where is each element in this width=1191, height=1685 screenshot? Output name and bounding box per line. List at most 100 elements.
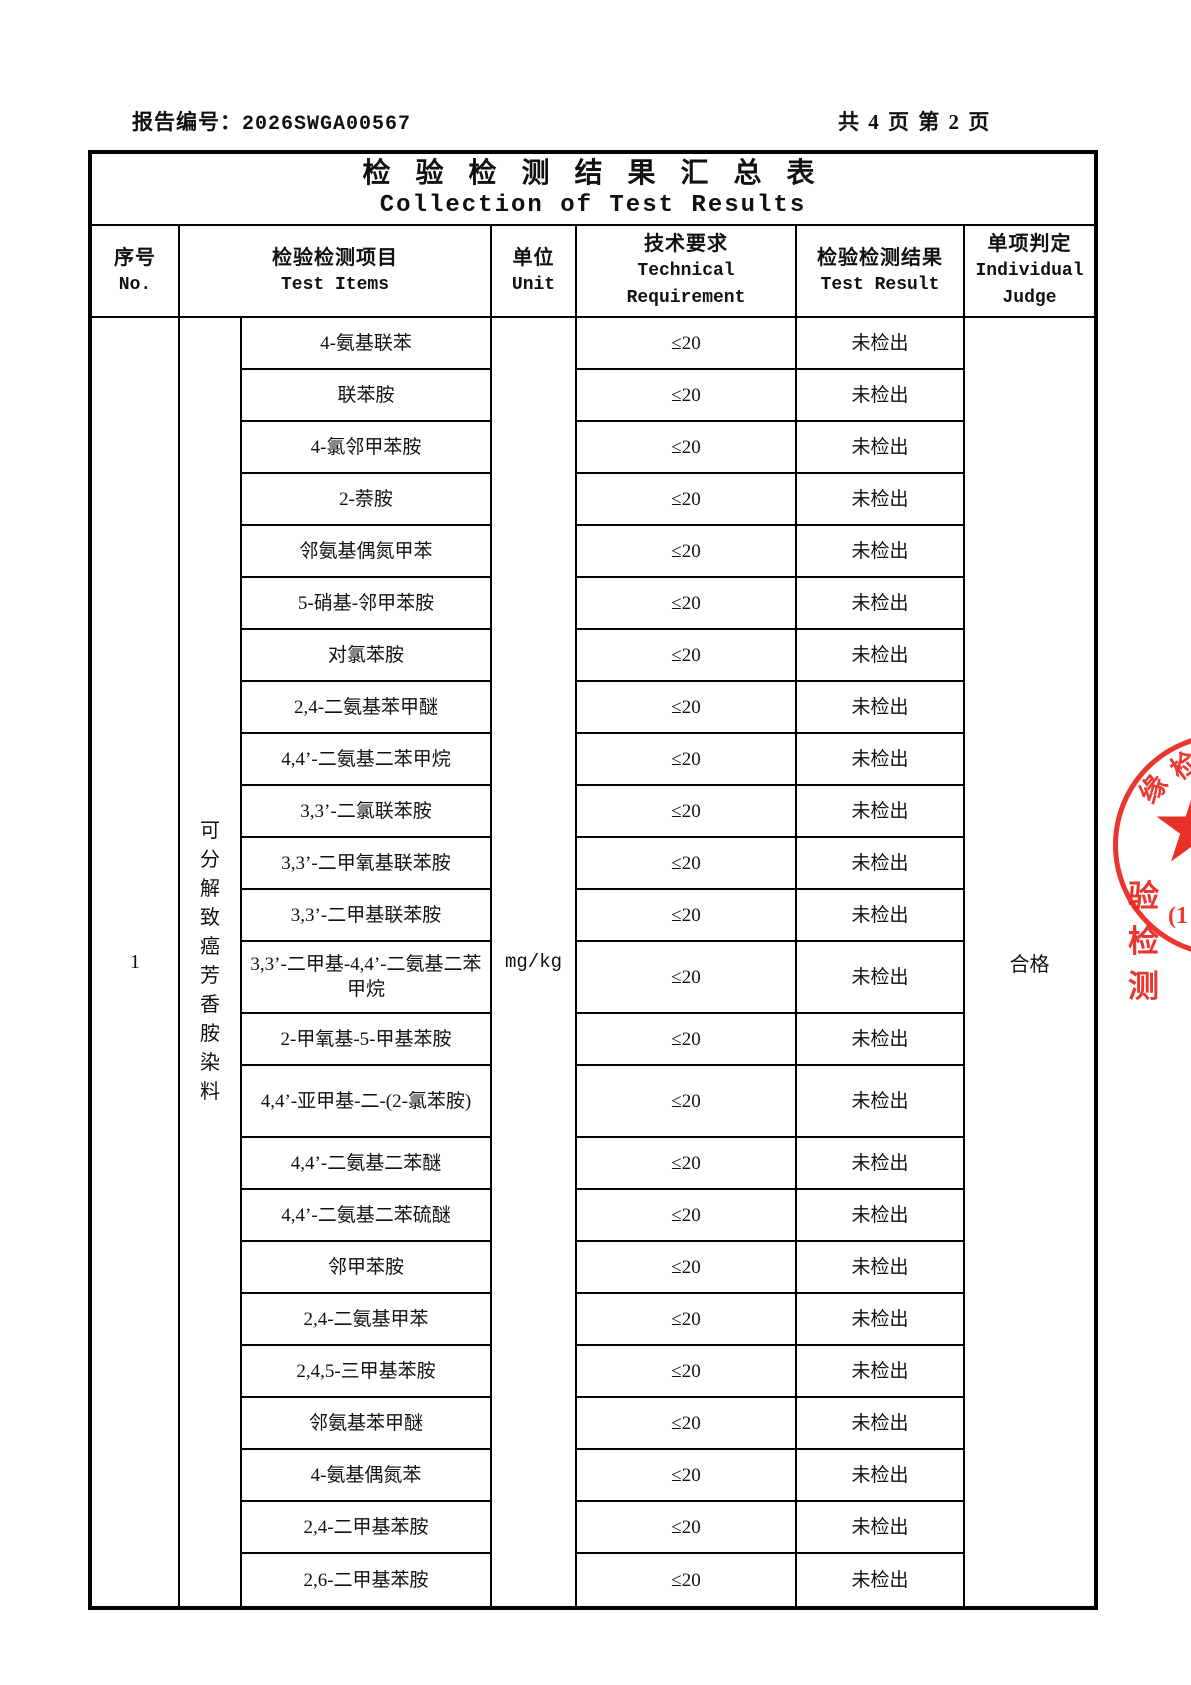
requirement-cell: ≤20 — [577, 1066, 795, 1138]
requirement-cell: ≤20 — [577, 1398, 795, 1450]
stamp-star-icon: ★ — [1150, 778, 1191, 878]
table-data-area: 1 可 分 解 致 癌 芳 香 胺 染 料 4-氨基联苯 联苯胺 4-氯邻甲苯胺 2-… — [92, 318, 1094, 1606]
column-header-requirement-en2: Requirement — [626, 288, 746, 308]
result-cell: 未检出 — [797, 474, 963, 526]
result-cell: 未检出 — [797, 1398, 963, 1450]
requirement-cell: ≤20 — [577, 1190, 795, 1242]
column-header-no-cn: 序号 — [114, 246, 156, 269]
requirement-cell: ≤20 — [577, 942, 795, 1014]
table-title-en: Collection of Test Results — [379, 192, 807, 219]
result-cell: 未检出 — [797, 1450, 963, 1502]
requirement-cell: ≤20 — [577, 1014, 795, 1066]
table-header-row: 序号 No. 检验检测项目 Test Items 单位 Unit 技术要求 Te… — [92, 226, 1094, 318]
result-cell: 未检出 — [797, 1190, 963, 1242]
item-cell: 2,4-二氨基甲苯 — [242, 1294, 490, 1346]
item-cell: 2,4,5-三甲基苯胺 — [242, 1346, 490, 1398]
item-cell: 4,4’-亚甲基-二-(2-氯苯胺) — [242, 1066, 490, 1138]
item-cell: 邻甲苯胺 — [242, 1242, 490, 1294]
result-cell: 未检出 — [797, 838, 963, 890]
item-cell: 4,4’-二氨基二苯甲烷 — [242, 734, 490, 786]
item-cell: 4-氨基偶氮苯 — [242, 1450, 490, 1502]
item-cell: 2,6-二甲基苯胺 — [303, 1569, 429, 1591]
result-cell: 未检出 — [797, 1294, 963, 1346]
column-header-judge: 单项判定 Individual Judge — [963, 226, 1094, 316]
result-cell: 未检出 — [797, 786, 963, 838]
result-column: 未检出 未检出 未检出 未检出 未检出 未检出 未检出 未检出 未检出 未检出 未检出 未检出 未检出未… — [795, 318, 963, 1606]
column-header-judge-en1: Individual — [975, 261, 1084, 281]
requirement-cell: ≤20 — [577, 474, 795, 526]
unit-value: mg/kg — [504, 951, 562, 973]
requirement-cell: ≤20 — [577, 1346, 795, 1398]
stamp-ring-icon — [1113, 733, 1191, 957]
item-cell: 4,4’-二氨基二苯醚 — [242, 1138, 490, 1190]
requirement-cell: ≤20 — [577, 1138, 795, 1190]
requirement-cell: ≤20 — [671, 1569, 701, 1591]
report-number-value: 2026SWGA00567 — [242, 113, 412, 136]
item-cell: 2-甲氧基-5-甲基苯胺 — [242, 1014, 490, 1066]
result-cell: 未检出 — [797, 318, 963, 370]
result-cell: 未检出 — [797, 370, 963, 422]
item-cell: 联苯胺 — [242, 370, 490, 422]
item-cell: 3,3’-二甲氧基联苯胺 — [242, 838, 490, 890]
result-cell: 未检出 — [797, 1014, 963, 1066]
result-cell: 未检出 — [851, 1569, 909, 1591]
result-cell: 未检出 — [797, 630, 963, 682]
result-cell: 未检出 — [797, 942, 963, 1014]
item-cell: 3,3’-二甲基联苯胺 — [242, 890, 490, 942]
requirement-cell: ≤20 — [577, 422, 795, 474]
item-cell: 3,3’-二甲基-4,4’-二氨基二苯甲烷 — [242, 942, 490, 1014]
requirement-cell: ≤20 — [577, 1294, 795, 1346]
item-cell: 2,4-二氨基苯甲醚 — [242, 682, 490, 734]
judge-cell: 合格 — [963, 318, 1094, 1606]
requirement-cell: ≤20 — [577, 786, 795, 838]
column-header-no-en: No. — [118, 274, 152, 295]
requirement-cell: ≤20 — [577, 838, 795, 890]
requirement-cell: ≤20 — [577, 734, 795, 786]
category-cell: 可 分 解 致 癌 芳 香 胺 染 料 — [178, 318, 240, 1606]
result-cell: 未检出 — [797, 1242, 963, 1294]
serial-number-cell: 1 — [130, 950, 140, 973]
item-cell: 3,3’-二氯联苯胺 — [242, 786, 490, 838]
report-number-label: 报告编号： — [132, 110, 242, 134]
column-header-test-result: 检验检测结果 Test Result — [795, 226, 963, 316]
stamp-paren-text: (1 — [1168, 903, 1188, 929]
column-header-requirement: 技术要求 Technical Requirement — [575, 226, 795, 316]
report-number: 报告编号：2026SWGA00567 — [132, 106, 411, 136]
results-table: 检 验 检 测 结 果 汇 总 表 Collection of Test Res… — [88, 150, 1098, 1610]
column-header-requirement-en1: Technical — [637, 261, 735, 281]
unit-cell: mg/kg — [490, 318, 575, 1606]
requirement-cell: ≤20 — [577, 318, 795, 370]
requirement-cell: ≤20 — [577, 1502, 795, 1554]
column-header-no: 序号 No. — [92, 226, 178, 316]
result-cell: 未检出 — [797, 526, 963, 578]
column-header-unit: 单位 Unit — [490, 226, 575, 316]
requirement-cell: ≤20 — [577, 682, 795, 734]
column-header-judge-en2: Judge — [1002, 288, 1057, 308]
result-cell: 未检出 — [797, 734, 963, 786]
item-cell: 2,4-二甲基苯胺 — [242, 1502, 490, 1554]
item-cell: 对氯苯胺 — [242, 630, 490, 682]
stamp-arc-char-2: 检 — [1165, 745, 1191, 786]
column-header-judge-cn: 单项判定 — [987, 233, 1072, 255]
item-cell: 5-硝基-邻甲苯胺 — [242, 578, 490, 630]
item-cell: 邻氨基苯甲醚 — [242, 1398, 490, 1450]
column-header-test-result-cn: 检验检测结果 — [817, 246, 943, 269]
result-cell: 未检出 — [797, 682, 963, 734]
column-header-unit-en: Unit — [511, 274, 556, 295]
result-cell: 未检出 — [797, 1346, 963, 1398]
result-cell: 未检出 — [797, 1066, 963, 1138]
requirement-cell: ≤20 — [577, 890, 795, 942]
requirement-cell: ≤20 — [577, 630, 795, 682]
test-item-column: 4-氨基联苯 联苯胺 4-氯邻甲苯胺 2-萘胺 邻氨基偶氮甲苯 5-硝基-邻甲苯胺 对氯苯胺… — [240, 318, 490, 1606]
item-cell: 邻氨基偶氮甲苯 — [242, 526, 490, 578]
item-cell: 4-氨基联苯 — [242, 318, 490, 370]
requirement-cell: ≤20 — [577, 1450, 795, 1502]
column-header-requirement-cn: 技术要求 — [644, 233, 728, 255]
category-vertical-text: 可 分 解 致 癌 芳 香 胺 染 料 — [200, 820, 220, 1103]
column-header-test-result-en: Test Result — [820, 274, 940, 295]
item-cell: 4,4’-二氨基二苯硫醚 — [242, 1190, 490, 1242]
requirement-cell: ≤20 — [577, 1242, 795, 1294]
result-cell: 未检出 — [797, 1138, 963, 1190]
stamp-bottom-text: 验检测 — [1128, 879, 1161, 1004]
